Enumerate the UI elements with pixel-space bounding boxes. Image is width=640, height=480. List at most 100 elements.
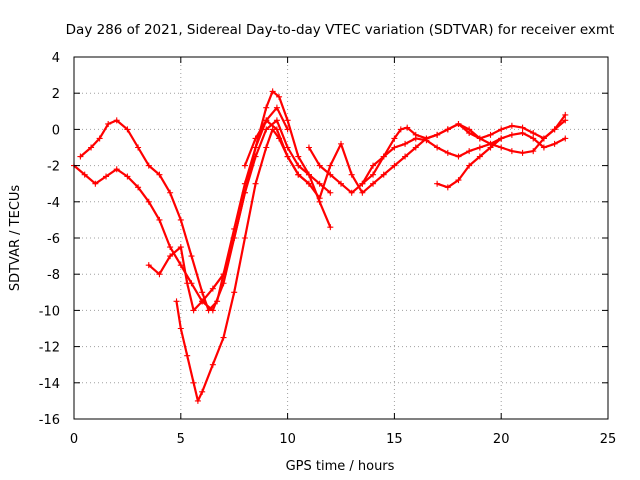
data-point [519, 130, 526, 137]
data-point [220, 271, 227, 278]
data-point [177, 244, 184, 251]
data-point [156, 171, 163, 178]
x-tick-label: 25 [600, 432, 617, 447]
data-point [305, 144, 312, 151]
data-point [145, 162, 152, 169]
data-point [397, 126, 404, 133]
x-tick-label: 15 [386, 432, 403, 447]
data-point [92, 180, 99, 187]
data-point [190, 379, 197, 386]
y-tick-label: 0 [52, 123, 60, 138]
data-point [540, 135, 547, 142]
data-point [476, 135, 483, 142]
data-point [263, 117, 270, 124]
series-satellite-track-h [434, 130, 569, 191]
data-point [177, 262, 184, 269]
data-point [508, 122, 515, 129]
series-satellite-track-b [77, 104, 291, 314]
y-tick-label: -10 [39, 304, 60, 319]
data-point [530, 148, 537, 155]
data-point [530, 130, 537, 137]
data-point [167, 189, 174, 196]
data-point [276, 93, 283, 100]
data-point [444, 184, 451, 191]
data-point [498, 144, 505, 151]
data-point [77, 153, 84, 160]
data-point [231, 289, 238, 296]
tick-layer: 0 5 10 15 20 25 -16 -14 -12 -10 -8 -6 -4 -2 0 2 4 [39, 51, 617, 447]
data-point [562, 111, 569, 118]
data-point [241, 189, 248, 196]
data-point [402, 140, 409, 147]
data-point [135, 144, 142, 151]
data-point [316, 162, 323, 169]
data-point [184, 352, 191, 359]
data-point [466, 162, 473, 169]
series-satellite-track-e [241, 111, 569, 202]
data-point [273, 104, 280, 111]
y-tick-label: 2 [52, 87, 60, 102]
data-point [359, 189, 366, 196]
data-point [124, 173, 131, 180]
data-point [135, 184, 142, 191]
data-point [551, 126, 558, 133]
x-tick-label: 10 [279, 432, 296, 447]
data-point [252, 180, 259, 187]
y-tick-label: -14 [39, 377, 60, 392]
data-point [359, 180, 366, 187]
data-point [476, 144, 483, 151]
data-point [209, 285, 216, 292]
data-point [498, 126, 505, 133]
data-point [370, 162, 377, 169]
data-point [263, 126, 270, 133]
data-point [508, 148, 515, 155]
data-point [348, 189, 355, 196]
data-point [188, 253, 195, 260]
data-point [434, 144, 441, 151]
data-point [562, 117, 569, 124]
data-point [269, 88, 276, 95]
data-point [316, 195, 323, 202]
series-line [72, 90, 332, 312]
data-point [423, 137, 430, 144]
y-tick-label: -6 [47, 232, 60, 247]
data-point [220, 334, 227, 341]
chart-title: Day 286 of 2021, Sidereal Day-to-day VTE… [66, 22, 615, 38]
data-point [348, 171, 355, 178]
data-point [241, 235, 248, 241]
data-point [273, 126, 280, 133]
data-point [412, 144, 419, 151]
data-point [177, 325, 184, 332]
data-point [167, 244, 174, 251]
data-point [402, 153, 409, 160]
y-tick-label: -12 [39, 341, 60, 356]
x-tick-label: 5 [177, 432, 185, 447]
grid-layer [74, 57, 608, 419]
series-line [147, 119, 332, 312]
data-point [305, 180, 312, 187]
data-point [145, 198, 152, 205]
data-point [487, 144, 494, 151]
data-point [530, 135, 537, 142]
data-point [284, 126, 291, 133]
data-point [455, 177, 462, 184]
data-point [380, 153, 387, 160]
data-point [284, 153, 291, 160]
series-line [79, 106, 289, 312]
data-point [252, 144, 259, 151]
data-point [338, 140, 344, 147]
data-point [88, 144, 95, 151]
data-point [476, 153, 483, 160]
x-tick-label: 20 [493, 432, 510, 447]
data-point [81, 171, 88, 178]
data-point [113, 166, 120, 173]
data-point [145, 262, 152, 269]
data-point [113, 117, 120, 124]
data-point [173, 298, 180, 305]
data-point [263, 104, 270, 111]
data-point [96, 135, 103, 142]
data-point [391, 144, 398, 151]
x-tick-label: 0 [70, 432, 78, 447]
data-point [177, 216, 184, 223]
